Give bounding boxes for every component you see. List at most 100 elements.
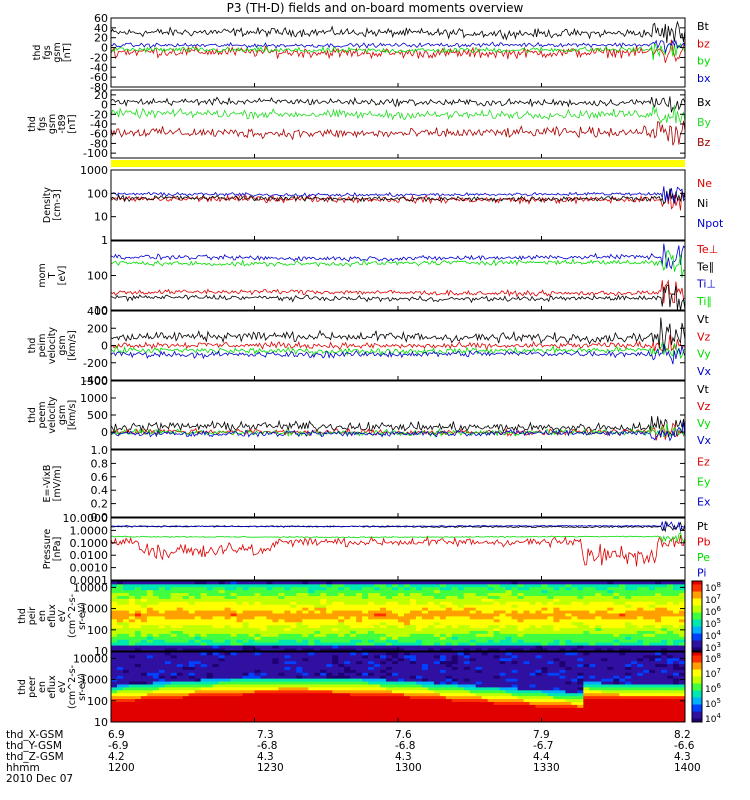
spectrogram-cell bbox=[200, 642, 208, 646]
spectrogram-cell bbox=[427, 592, 435, 596]
spectrogram-cell bbox=[571, 669, 578, 673]
spectrogram-cell bbox=[643, 663, 650, 667]
spectrogram-cell bbox=[374, 654, 381, 659]
spectrogram-cell bbox=[421, 695, 429, 700]
spectrogram-cell bbox=[380, 652, 387, 656]
spectrogram-cell bbox=[176, 613, 184, 617]
spectrogram-cell bbox=[613, 610, 620, 614]
spectrogram-cell bbox=[188, 586, 196, 591]
spectrogram-cell bbox=[517, 621, 524, 626]
spectrogram-cell bbox=[362, 687, 369, 691]
spectrogram-cell bbox=[583, 666, 590, 670]
spectrogram-cell bbox=[224, 672, 231, 676]
spectrogram-cell bbox=[200, 657, 208, 662]
y-tick-label: 0 bbox=[101, 99, 108, 112]
spectrogram-cell bbox=[469, 652, 477, 656]
spectrogram-cell bbox=[140, 713, 148, 717]
spectrogram-cell bbox=[296, 595, 303, 599]
spectrogram-cell bbox=[278, 687, 285, 691]
spectrogram-cell bbox=[649, 586, 656, 591]
spectrogram-cell bbox=[272, 657, 279, 662]
spectrogram-cell bbox=[248, 672, 255, 676]
spectrogram-cell bbox=[302, 713, 309, 717]
spectrogram-cell bbox=[302, 639, 309, 643]
spectrogram-cell bbox=[140, 684, 148, 688]
spectrogram-cell bbox=[589, 710, 596, 714]
spectrogram-cell bbox=[637, 710, 644, 714]
spectrogram-cell bbox=[308, 698, 315, 702]
spectrogram-cell bbox=[523, 689, 530, 694]
spectrogram-cell bbox=[661, 583, 668, 588]
spectrogram-cell bbox=[451, 692, 459, 697]
spectrogram-cell bbox=[248, 704, 255, 708]
spectrogram-cell bbox=[541, 621, 548, 626]
spectrogram-cell bbox=[152, 716, 160, 720]
spectrogram-cell bbox=[583, 704, 590, 708]
spectrogram-cell bbox=[409, 607, 417, 611]
spectrogram-cell bbox=[637, 692, 644, 697]
spectrogram-cell bbox=[553, 645, 560, 649]
spectrogram-cell bbox=[565, 713, 572, 717]
spectrogram-cell bbox=[218, 713, 226, 717]
spectrogram-cell bbox=[248, 613, 255, 617]
spectrogram-cell bbox=[122, 654, 130, 659]
spectrogram-cell bbox=[433, 695, 441, 700]
spectrogram-cell bbox=[398, 669, 405, 673]
spectrogram-cell bbox=[242, 684, 249, 688]
spectrogram-cell bbox=[421, 601, 429, 605]
spectrogram-cell bbox=[595, 586, 602, 591]
spectrogram-cell bbox=[308, 583, 315, 588]
spectrogram-cell bbox=[403, 639, 411, 643]
spectrogram-cell bbox=[266, 707, 273, 711]
spectrogram-cell bbox=[260, 698, 267, 702]
spectrogram-cell bbox=[362, 636, 369, 640]
spectrogram-cell bbox=[242, 660, 249, 665]
spectrogram-cell bbox=[392, 652, 399, 656]
spectrogram-cell bbox=[505, 624, 513, 629]
spectrogram-cell bbox=[403, 586, 411, 591]
spectrogram-cell bbox=[290, 657, 297, 662]
spectrogram-cell bbox=[433, 707, 441, 711]
spectrogram-cell bbox=[427, 666, 435, 670]
spectrogram-cell bbox=[320, 645, 327, 649]
spectrogram-cell bbox=[493, 687, 501, 691]
spectrogram-cell bbox=[122, 604, 130, 608]
spectrogram-cell bbox=[433, 648, 441, 652]
spectrogram-cell bbox=[499, 719, 507, 723]
spectrogram-cell bbox=[392, 648, 399, 652]
spectrogram-cell bbox=[170, 589, 178, 594]
spectrogram-cell bbox=[433, 642, 441, 646]
spectrogram-cell bbox=[427, 695, 435, 700]
spectrogram-cell bbox=[469, 613, 477, 617]
spectrogram-cell bbox=[595, 648, 602, 652]
spectrogram-cell bbox=[134, 583, 142, 588]
spectrogram-cell bbox=[230, 610, 237, 614]
spectrogram-cell bbox=[338, 586, 345, 591]
spectrogram-cell bbox=[134, 598, 142, 602]
spectrogram-cell bbox=[134, 681, 142, 685]
spectrogram-cell bbox=[541, 687, 548, 691]
spectrogram-cell bbox=[344, 654, 351, 659]
spectrogram-cell bbox=[637, 595, 644, 599]
spectrogram-cell bbox=[326, 621, 333, 626]
spectrogram-cell bbox=[374, 595, 381, 599]
spectrogram-cell bbox=[140, 595, 148, 599]
spectrogram-cell bbox=[314, 627, 321, 631]
spectrogram-cell bbox=[595, 639, 602, 643]
spectrogram-cell bbox=[170, 719, 178, 723]
spectrogram-cell bbox=[535, 681, 542, 685]
spectrogram-cell bbox=[445, 621, 453, 626]
spectrogram-cell bbox=[111, 719, 118, 723]
spectrogram-cell bbox=[619, 684, 626, 688]
spectrogram-cell bbox=[362, 692, 369, 697]
spectrogram-cell bbox=[439, 627, 447, 631]
spectrogram-cell bbox=[296, 692, 303, 697]
spectrogram-cell bbox=[116, 595, 124, 599]
spectrogram-cell bbox=[206, 710, 214, 714]
spectrogram-cell bbox=[224, 581, 231, 585]
spectrogram-cell bbox=[230, 652, 237, 656]
spectrogram-cell bbox=[547, 675, 554, 679]
y-axis-label: mom bbox=[37, 263, 48, 287]
spectrogram-cell bbox=[571, 689, 578, 694]
spectrogram-cell bbox=[481, 604, 489, 608]
